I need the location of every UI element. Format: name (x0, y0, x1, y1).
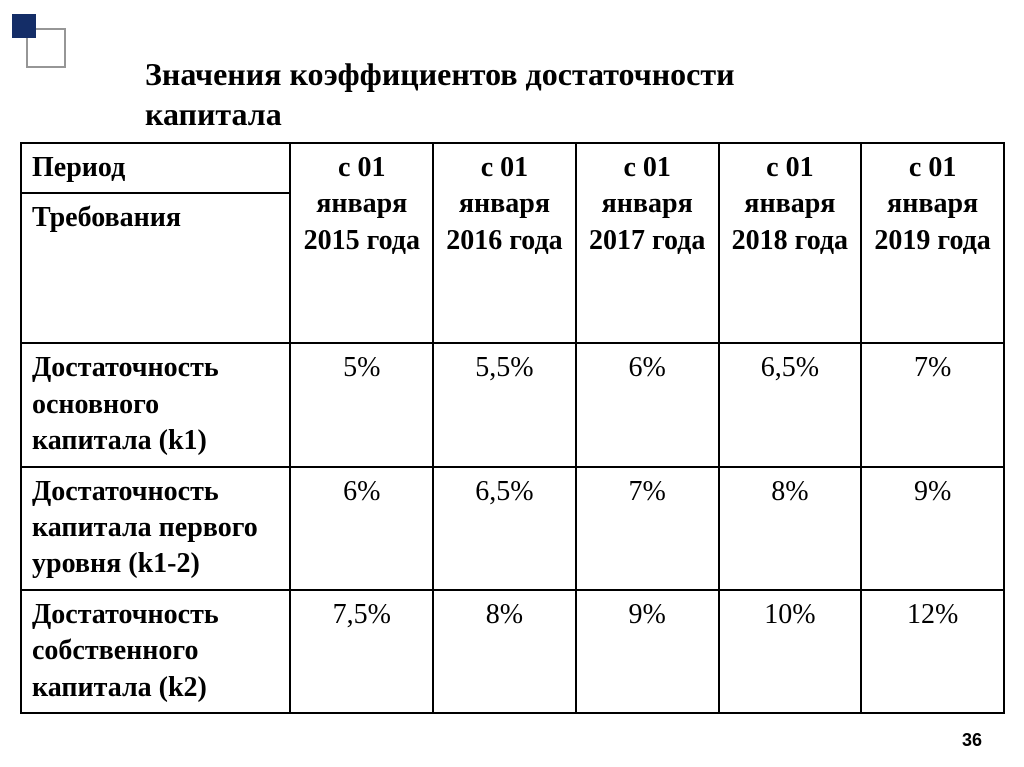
cell-2-0: 7,5% (290, 590, 433, 713)
table-header-row-1: Период с 01 января 2015 года с 01 января… (21, 143, 1004, 193)
row-label-0: Достаточность основного капитала (k1) (21, 343, 290, 466)
row-label-2: Достаточность собственного капитала (k2) (21, 590, 290, 713)
cell-1-0: 6% (290, 467, 433, 590)
col-header-0: с 01 января 2015 года (290, 143, 433, 343)
col-header-4: с 01 января 2019 года (861, 143, 1004, 343)
row-label-1: Достаточность капитала первого уровня (k… (21, 467, 290, 590)
title-line-1: Значения коэффициентов достаточности (145, 56, 735, 92)
cell-2-1: 8% (433, 590, 576, 713)
cell-2-4: 12% (861, 590, 1004, 713)
col-header-1: с 01 января 2016 года (433, 143, 576, 343)
cell-0-0: 5% (290, 343, 433, 466)
table-row: Достаточность собственного капитала (k2)… (21, 590, 1004, 713)
header-requirements: Требования (21, 193, 290, 343)
col-header-3: с 01 января 2018 года (719, 143, 862, 343)
cell-0-1: 5,5% (433, 343, 576, 466)
header-period: Период (21, 143, 290, 193)
cell-1-2: 7% (576, 467, 719, 590)
cell-2-2: 9% (576, 590, 719, 713)
cell-0-2: 6% (576, 343, 719, 466)
cell-0-3: 6,5% (719, 343, 862, 466)
cell-1-3: 8% (719, 467, 862, 590)
decoration-filled-square (12, 14, 36, 38)
table-row: Достаточность основного капитала (k1) 5%… (21, 343, 1004, 466)
col-header-2: с 01 января 2017 года (576, 143, 719, 343)
coefficients-table: Период с 01 января 2015 года с 01 января… (20, 142, 1005, 714)
page-title: Значения коэффициентов достаточности кап… (145, 54, 735, 134)
cell-1-1: 6,5% (433, 467, 576, 590)
title-line-2: капитала (145, 96, 282, 132)
cell-1-4: 9% (861, 467, 1004, 590)
page-number: 36 (962, 730, 982, 751)
cell-0-4: 7% (861, 343, 1004, 466)
table-row: Достаточность капитала первого уровня (k… (21, 467, 1004, 590)
cell-2-3: 10% (719, 590, 862, 713)
